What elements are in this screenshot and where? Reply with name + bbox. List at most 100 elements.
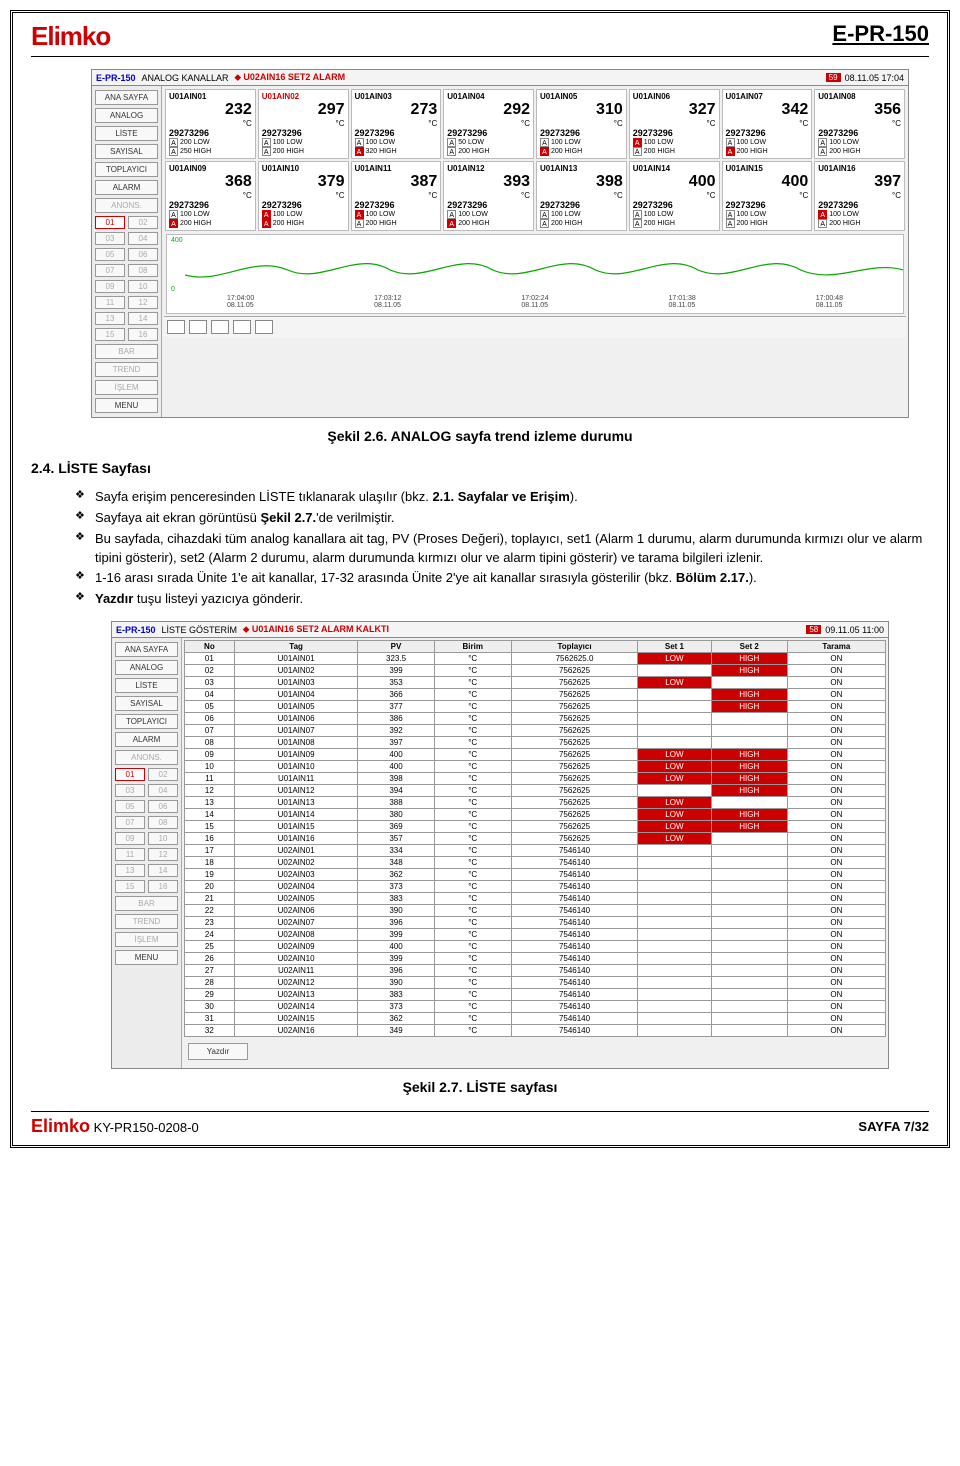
card-total: 29273296 [447, 128, 530, 138]
sidebar-button[interactable]: ALARM [95, 180, 158, 195]
channel-card[interactable]: U01AIN07342°C29273296A100 LOWA200 HIGH [722, 89, 813, 159]
card-unit: °C [169, 191, 252, 200]
toolbar-icon[interactable] [233, 320, 251, 334]
sidebar-page-btn[interactable]: 01 [115, 768, 145, 781]
sidebar-page-btn[interactable]: 07 [95, 264, 125, 277]
channel-card[interactable]: U01AIN12393°C29273296A100 LOWA200 HIGH [443, 161, 534, 231]
sidebar-button[interactable]: ANALOG [115, 660, 178, 675]
toolbar-icon[interactable] [167, 320, 185, 334]
sidebar-page-btn[interactable]: 02 [148, 768, 178, 781]
channel-card[interactable]: U01AIN15400°C29273296A100 LOWA200 HIGH [722, 161, 813, 231]
channel-card[interactable]: U01AIN06327°C29273296A100 LOWA200 HIGH [629, 89, 720, 159]
sidebar-page-btn[interactable]: 12 [148, 848, 178, 861]
channel-card[interactable]: U01AIN11387°C29273296A100 LOWA200 HIGH [351, 161, 442, 231]
sidebar-page-btn[interactable]: 16 [148, 880, 178, 893]
sidebar-button[interactable]: BAR [95, 344, 158, 359]
table-row: 12U01AIN12394°C7562625HIGHON [185, 785, 886, 797]
channel-card[interactable]: U01AIN01232°C29273296A200 LOWA250 HIGH [165, 89, 256, 159]
sidebar-page-btn[interactable]: 08 [148, 816, 178, 829]
sidebar-button[interactable]: ANA SAYFA [115, 642, 178, 657]
sidebar-page-btn[interactable]: 10 [148, 832, 178, 845]
sidebar-button[interactable]: LİSTE [115, 678, 178, 693]
sidebar-page-btn[interactable]: 11 [115, 848, 145, 861]
card-value: 400 [726, 173, 809, 191]
sidebar-page-btn[interactable]: 12 [128, 296, 158, 309]
card-alarm1: A100 LOW [169, 210, 252, 219]
sidebar-button[interactable]: TREND [115, 914, 178, 929]
sidebar-button[interactable]: SAYISAL [115, 696, 178, 711]
sidebar-button[interactable]: MENU [95, 398, 158, 413]
sidebar-button[interactable]: LİSTE [95, 126, 158, 141]
sidebar-button[interactable]: İŞLEM [95, 380, 158, 395]
table-cell [638, 881, 712, 893]
sidebar-page-btn[interactable]: 13 [95, 312, 125, 325]
channel-card[interactable]: U01AIN08356°C29273296A100 LOWA200 HIGH [814, 89, 905, 159]
table-cell: °C [434, 773, 511, 785]
table-cell: 396 [358, 965, 434, 977]
sidebar-button[interactable]: ANA SAYFA [95, 90, 158, 105]
table-cell: 7546140 [511, 905, 637, 917]
sidebar-button[interactable]: ANONS. [115, 750, 178, 765]
channel-card[interactable]: U01AIN14400°C29273296A100 LOWA200 HIGH [629, 161, 720, 231]
sidebar-page-btn[interactable]: 04 [128, 232, 158, 245]
table-cell: 369 [358, 821, 434, 833]
sidebar-page-btn[interactable]: 04 [148, 784, 178, 797]
sidebar-page-btn[interactable]: 13 [115, 864, 145, 877]
sidebar-page-btn[interactable]: 07 [115, 816, 145, 829]
channel-card[interactable]: U01AIN10379°C29273296A100 LOWA200 HIGH [258, 161, 349, 231]
sidebar-button[interactable]: İŞLEM [115, 932, 178, 947]
sidebar-page-btn[interactable]: 05 [95, 248, 125, 261]
sidebar-page-btn[interactable]: 03 [115, 784, 145, 797]
channel-card[interactable]: U01AIN13398°C29273296A100 LOWA200 HIGH [536, 161, 627, 231]
sidebar-page-btn[interactable]: 09 [95, 280, 125, 293]
table-row: 01U01AIN01323.5°C7562625.0LOWHIGHON [185, 653, 886, 665]
table-cell: U01AIN02 [234, 665, 358, 677]
sidebar-page-btn[interactable]: 06 [128, 248, 158, 261]
channel-card[interactable]: U01AIN16397°C29273296A100 LOWA200 HIGH [814, 161, 905, 231]
sidebar-page-btn[interactable]: 15 [115, 880, 145, 893]
sidebar-page-btn[interactable]: 03 [95, 232, 125, 245]
sidebar-page-btn[interactable]: 09 [115, 832, 145, 845]
liste-table: NoTagPVBirimToplayıcıSet 1Set 2Tarama 01… [184, 640, 886, 1037]
sidebar-page-btn[interactable]: 10 [128, 280, 158, 293]
channel-card[interactable]: U01AIN09368°C29273296A100 LOWA200 HIGH [165, 161, 256, 231]
sidebar-button[interactable]: ALARM [115, 732, 178, 747]
channel-card[interactable]: U01AIN05310°C29273296A100 LOWA200 HIGH [536, 89, 627, 159]
sidebar-page-btn[interactable]: 08 [128, 264, 158, 277]
sidebar-button[interactable]: ANONS. [95, 198, 158, 213]
sidebar-button[interactable]: MENU [115, 950, 178, 965]
table-cell: 348 [358, 857, 434, 869]
print-button[interactable]: Yazdır [188, 1043, 248, 1060]
table-cell [711, 1013, 787, 1025]
sidebar-button[interactable]: TREND [95, 362, 158, 377]
sidebar-button[interactable]: SAYISAL [95, 144, 158, 159]
sidebar-page-btn[interactable]: 11 [95, 296, 125, 309]
channel-card[interactable]: U01AIN04292°C29273296A50 LOWA200 HIGH [443, 89, 534, 159]
sidebar-button[interactable]: ANALOG [95, 108, 158, 123]
table-row: 23U02AIN07396°C7546140ON [185, 917, 886, 929]
sidebar-page-btn[interactable]: 02 [128, 216, 158, 229]
table-cell: °C [434, 653, 511, 665]
sidebar-page-btn[interactable]: 14 [148, 864, 178, 877]
sidebar-page-btn[interactable]: 16 [128, 328, 158, 341]
sidebar-page-btn[interactable]: 05 [115, 800, 145, 813]
table-cell: 23 [185, 917, 235, 929]
table-cell: °C [434, 665, 511, 677]
card-unit: °C [818, 191, 901, 200]
toolbar-icon[interactable] [189, 320, 207, 334]
toolbar-icon[interactable] [211, 320, 229, 334]
sidebar-page-btn[interactable]: 01 [95, 216, 125, 229]
channel-card[interactable]: U01AIN02297°C29273296A100 LOWA200 HIGH [258, 89, 349, 159]
sidebar-page-btn[interactable]: 14 [128, 312, 158, 325]
card-alarm1: A100 LOW [355, 210, 438, 219]
table-header: Set 2 [711, 641, 787, 653]
channel-card[interactable]: U01AIN03273°C29273296A100 LOWA320 HIGH [351, 89, 442, 159]
sidebar-page-btn[interactable]: 15 [95, 328, 125, 341]
sidebar-button[interactable]: TOPLAYICI [115, 714, 178, 729]
card-unit: °C [262, 191, 345, 200]
table-cell: °C [434, 869, 511, 881]
sidebar-page-btn[interactable]: 06 [148, 800, 178, 813]
sidebar-button[interactable]: BAR [115, 896, 178, 911]
toolbar-icon[interactable] [255, 320, 273, 334]
sidebar-button[interactable]: TOPLAYICI [95, 162, 158, 177]
